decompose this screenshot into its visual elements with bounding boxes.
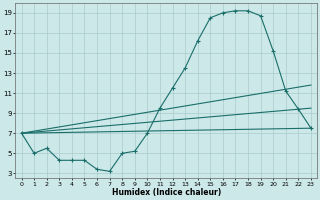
X-axis label: Humidex (Indice chaleur): Humidex (Indice chaleur) [112, 188, 221, 197]
